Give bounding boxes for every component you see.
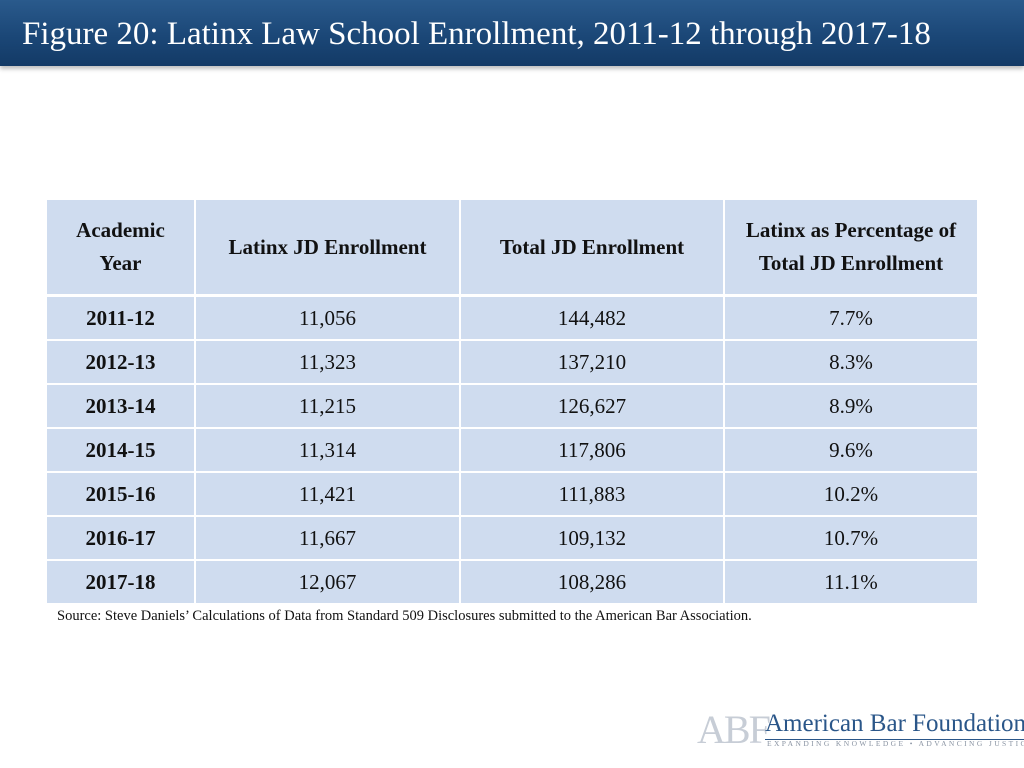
value-cell: 11,215 — [196, 385, 461, 429]
page-title: Figure 20: Latinx Law School Enrollment,… — [22, 16, 931, 52]
column-header: Academic Year — [47, 200, 196, 297]
year-cell: 2011-12 — [47, 297, 196, 341]
abf-logo: ABF American Bar Foundation EXPANDING KN… — [697, 707, 1024, 752]
value-cell: 8.3% — [725, 341, 977, 385]
year-cell: 2016-17 — [47, 517, 196, 561]
value-cell: 11,421 — [196, 473, 461, 517]
table-row: 2013-14 11,215 126,627 8.9% — [47, 385, 977, 429]
column-header: Total JD Enrollment — [461, 200, 725, 297]
logo-mark: ABF — [697, 707, 771, 752]
value-cell: 11,314 — [196, 429, 461, 473]
table-row: 2015-16 11,421 111,883 10.2% — [47, 473, 977, 517]
column-header: Latinx as Percentage of Total JD Enrollm… — [725, 200, 977, 297]
value-cell: 137,210 — [461, 341, 725, 385]
table-header-row: Academic Year Latinx JD Enrollment Total J… — [47, 200, 977, 297]
value-cell: 11.1% — [725, 561, 977, 603]
logo-tagline: EXPANDING KNOWLEDGE • ADVANCING JUSTICE — [767, 739, 1024, 748]
table-row: 2014-15 11,314 117,806 9.6% — [47, 429, 977, 473]
title-bar: Figure 20: Latinx Law School Enrollment,… — [0, 0, 1024, 66]
table-row: 2016-17 11,667 109,132 10.7% — [47, 517, 977, 561]
value-cell: 126,627 — [461, 385, 725, 429]
value-cell: 9.6% — [725, 429, 977, 473]
value-cell: 111,883 — [461, 473, 725, 517]
value-cell: 11,323 — [196, 341, 461, 385]
table-row: 2012-13 11,323 137,210 8.3% — [47, 341, 977, 385]
year-cell: 2013-14 — [47, 385, 196, 429]
value-cell: 11,667 — [196, 517, 461, 561]
value-cell: 8.9% — [725, 385, 977, 429]
value-cell: 10.7% — [725, 517, 977, 561]
year-cell: 2015-16 — [47, 473, 196, 517]
value-cell: 109,132 — [461, 517, 725, 561]
logo-name: American Bar Foundation — [765, 710, 1024, 740]
table-row: 2011-12 11,056 144,482 7.7% — [47, 297, 977, 341]
value-cell: 144,482 — [461, 297, 725, 341]
enrollment-table-container: Academic Year Latinx JD Enrollment Total J… — [47, 200, 977, 603]
value-cell: 12,067 — [196, 561, 461, 603]
year-cell: 2014-15 — [47, 429, 196, 473]
value-cell: 108,286 — [461, 561, 725, 603]
year-cell: 2017-18 — [47, 561, 196, 603]
value-cell: 11,056 — [196, 297, 461, 341]
value-cell: 7.7% — [725, 297, 977, 341]
enrollment-table: Academic Year Latinx JD Enrollment Total J… — [47, 200, 977, 603]
table-row: 2017-18 12,067 108,286 11.1% — [47, 561, 977, 603]
value-cell: 10.2% — [725, 473, 977, 517]
column-header: Latinx JD Enrollment — [196, 200, 461, 297]
table-body: 2011-12 11,056 144,482 7.7% 2012-13 11,323 137… — [47, 297, 977, 603]
year-cell: 2012-13 — [47, 341, 196, 385]
value-cell: 117,806 — [461, 429, 725, 473]
source-note: Source: Steve Daniels’ Calculations of D… — [57, 608, 752, 624]
